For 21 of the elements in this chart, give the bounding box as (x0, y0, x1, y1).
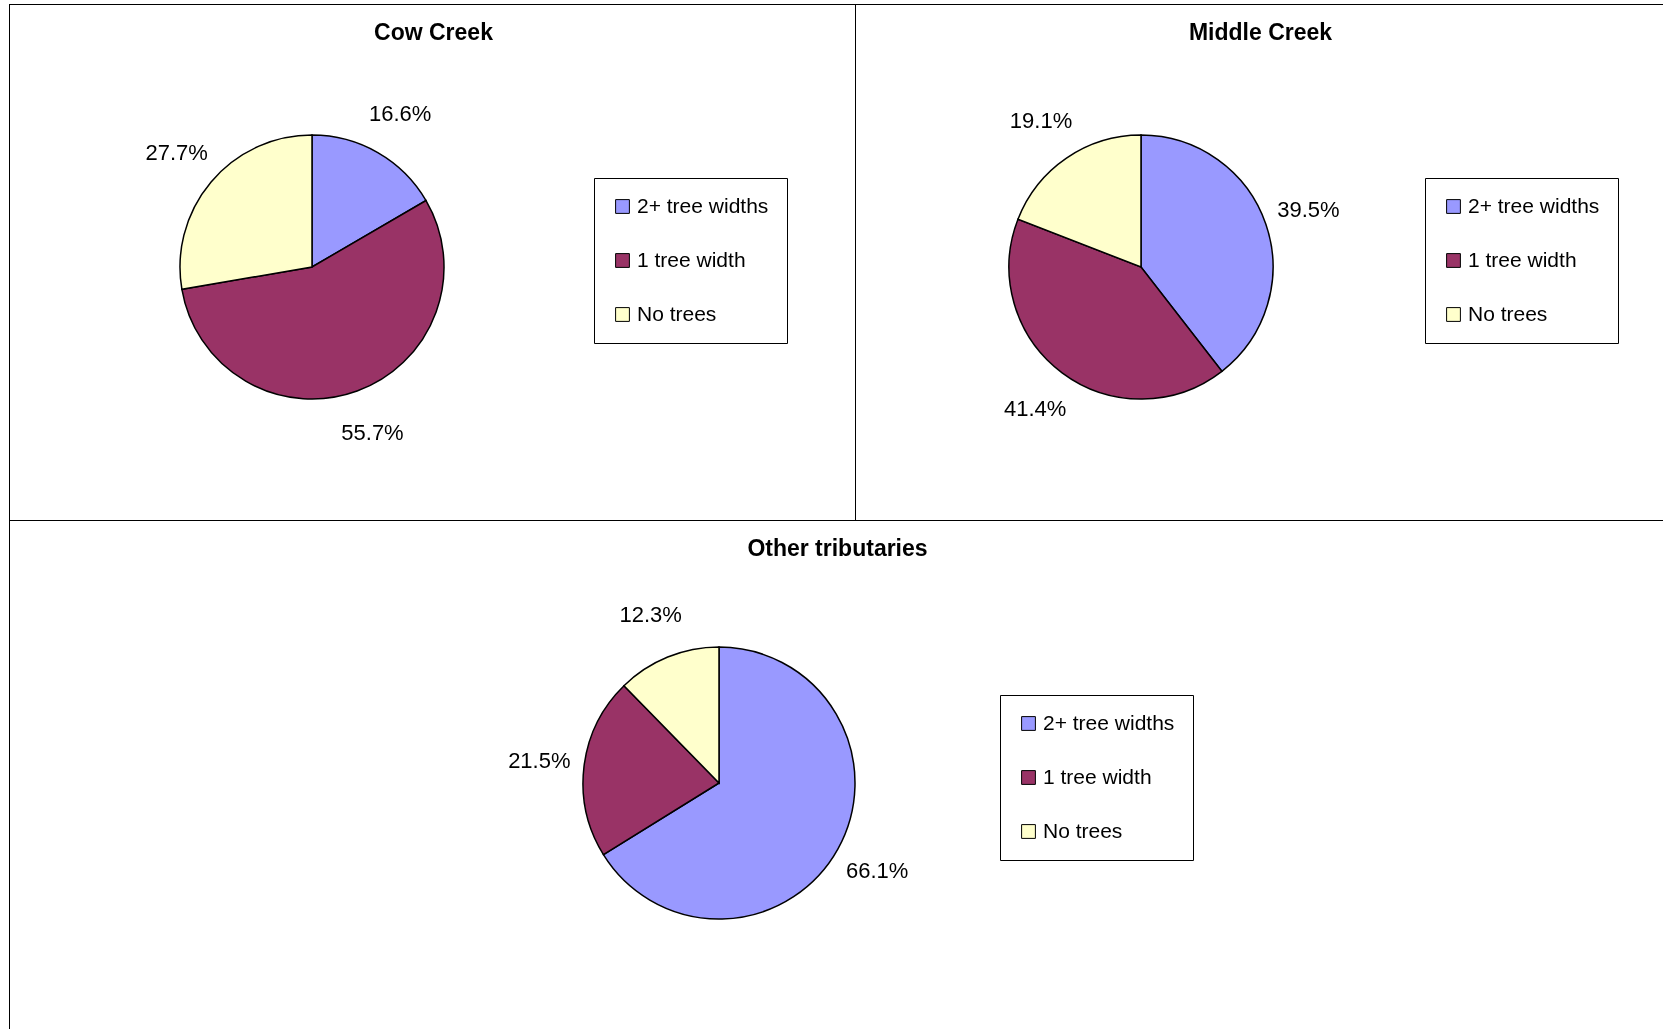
data-label: 41.4% (1003, 395, 1067, 421)
chart-title: Other tributaries (747, 535, 928, 561)
legend-label: 2+ tree widths (1468, 193, 1600, 217)
data-label: 55.7% (341, 420, 404, 446)
data-label: 16.6% (368, 100, 432, 126)
data-label: 19.1% (1009, 107, 1073, 133)
data-label: 12.3% (619, 602, 682, 628)
legend-label: 2+ tree widths (637, 193, 769, 217)
legend-label: 1 tree width (1468, 247, 1577, 271)
data-label: 21.5% (508, 748, 571, 774)
legend-label: 1 tree width (637, 247, 746, 271)
chart-title: Middle Creek (1188, 19, 1333, 45)
data-label: 66.1% (845, 858, 909, 884)
legend-label: 2+ tree widths (1043, 710, 1175, 734)
legend-label: No trees (637, 301, 717, 325)
data-label: 39.5% (1277, 196, 1340, 222)
legend-label: No trees (1468, 301, 1548, 325)
legend-label: No trees (1043, 818, 1123, 842)
legend-label: 1 tree width (1043, 764, 1152, 788)
data-label: 27.7% (145, 139, 208, 165)
chart-title: Cow Creek (374, 19, 494, 45)
